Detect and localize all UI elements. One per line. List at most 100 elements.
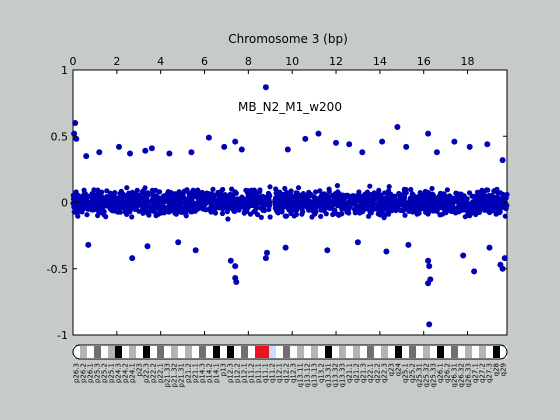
data-point [455,193,461,199]
data-point [72,120,79,126]
ideogram-band [430,346,438,358]
ideogram-band [115,346,123,358]
data-point [116,143,122,150]
ideogram-band-label: p21.31 [178,363,186,387]
ideogram-band-label: p14.2 [206,363,214,383]
ideogram-band [353,346,361,358]
data-point [368,192,374,198]
data-point [205,134,212,141]
data-point [302,135,309,142]
ideogram-band [171,346,179,358]
ideogram-band-label: q28 [493,363,501,376]
data-point [499,265,506,272]
data-point [356,189,362,195]
data-point [261,207,267,214]
data-point [129,189,135,195]
data-point [96,149,103,156]
data-point [254,211,261,218]
data-point [140,210,146,216]
data-point [362,193,368,199]
data-point [127,209,133,215]
data-point [226,205,232,211]
data-point [333,139,339,146]
data-point [225,216,231,222]
data-point [329,192,336,199]
data-point [317,188,323,194]
data-point [209,203,215,209]
data-point [233,190,239,196]
ideogram-band-label: q13.11 [297,363,305,387]
ideogram-band-label: q12.2 [283,363,291,383]
ideogram-band [402,346,410,358]
data-point [369,205,375,211]
data-point [484,187,490,193]
data-point [436,202,442,208]
data-point [499,157,506,164]
data-point [130,194,136,200]
ideogram-band [493,346,501,358]
data-point [394,124,401,130]
data-point [264,249,270,256]
ideogram-band-label: q26.31 [451,363,459,387]
data-point [355,207,361,213]
data-point [368,198,374,204]
x-axis-ticks: 0 2 4 6 8 10 12 14 16 18 [70,55,475,335]
data-point [324,193,330,199]
ideogram-border [72,344,508,360]
data-point [346,206,352,212]
ideogram-band-label: q13.12 [304,363,312,387]
data-point [324,247,331,254]
data-point [426,263,433,270]
data-point [330,199,336,205]
ideogram-band [290,346,298,358]
data-point [376,187,382,193]
data-point [493,200,499,206]
data-point [79,199,85,205]
ideogram-band [122,346,130,358]
data-point [244,207,250,213]
scatter-points [70,84,510,328]
data-point [295,192,301,198]
data-point [313,197,319,203]
ideogram-band-label: p12.3 [227,363,235,383]
ideogram-band [283,346,291,358]
data-point [175,239,182,246]
data-point [280,204,286,210]
ideogram-band [80,346,88,358]
ideogram-band [304,346,312,358]
data-point [166,193,172,199]
ideogram-band [297,346,305,358]
data-point [288,210,294,217]
data-point [258,194,264,200]
data-point [452,208,458,214]
data-point [474,189,481,195]
data-point [388,207,394,213]
x-tick-label: 8 [245,55,252,68]
ideogram-band-label: p22.3 [143,363,151,383]
ideogram-band-label: q25.2 [409,363,417,383]
ideogram-band [143,346,151,358]
ideogram-band [318,346,326,358]
data-point [156,189,163,195]
data-point [83,153,90,160]
ideogram-band [73,346,81,358]
data-point [186,197,192,203]
y-tick-label: 0 [61,197,68,210]
ideogram-band-label: p26.3 [73,363,81,383]
data-point [149,191,155,197]
data-point [434,195,440,201]
data-point [497,210,503,216]
data-point [258,214,264,220]
data-point [394,202,401,209]
data-point [267,184,273,190]
ideogram-band [108,346,116,358]
data-point [142,205,148,211]
data-point [132,206,138,212]
data-point [444,187,450,193]
data-point [408,186,414,193]
ideogram-band-labels: p26.3 p26.2 p26.1 p25.3 p25.2 p25.1 p24.3 p24.2… [73,362,508,387]
data-point [199,189,205,196]
data-point [349,199,355,205]
ideogram-band [241,346,249,358]
data-point [203,201,209,207]
